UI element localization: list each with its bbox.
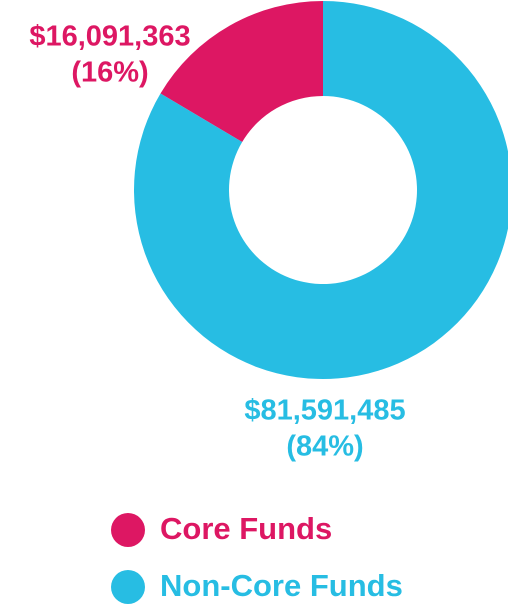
percent-label: (84%) bbox=[286, 431, 363, 463]
legend-swatch bbox=[111, 513, 145, 547]
legend-label: Non-Core Funds bbox=[160, 568, 403, 603]
value-label: $81,591,485 bbox=[244, 395, 405, 427]
legend-label: Core Funds bbox=[160, 511, 332, 546]
percent-label: (16%) bbox=[71, 57, 148, 89]
legend-swatch bbox=[111, 570, 145, 604]
donut-slice bbox=[160, 1, 323, 143]
donut-slice bbox=[134, 1, 508, 379]
value-label: $16,091,363 bbox=[29, 21, 190, 53]
